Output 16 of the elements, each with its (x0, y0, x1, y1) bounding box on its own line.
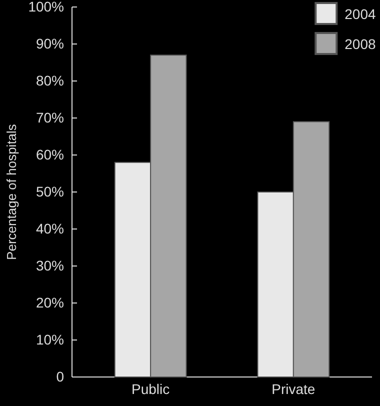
legend-label: 2004 (344, 6, 376, 22)
y-axis-title: Percentage of hospitals (4, 124, 19, 260)
y-tick-label: 80% (36, 72, 64, 88)
y-tick-label: 30% (36, 257, 64, 274)
y-tick-label: 50% (36, 183, 64, 200)
x-tick-label: Public (132, 381, 170, 397)
x-tick-label: Private (272, 381, 316, 397)
y-tick-label: 20% (36, 294, 64, 310)
y-tick-label: 100% (28, 0, 64, 14)
legend-label: 2008 (344, 36, 376, 52)
y-tick-label: 70% (36, 109, 64, 126)
y-tick-label: 10% (36, 331, 64, 348)
y-tick-label: 90% (36, 35, 64, 52)
y-tick-label: 40% (36, 220, 64, 236)
y-tick-label: 0 (56, 368, 64, 384)
y-tick-label: 60% (36, 146, 64, 162)
